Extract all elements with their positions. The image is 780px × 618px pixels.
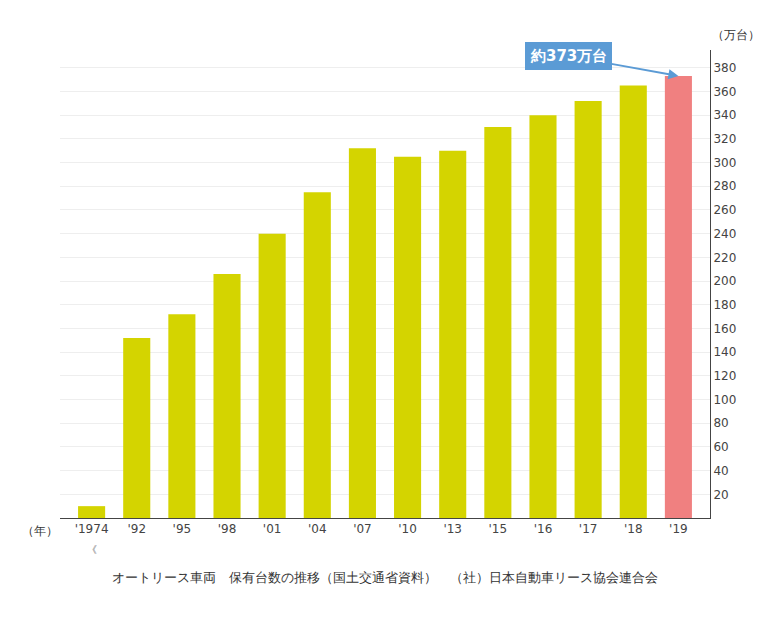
svg-text:220: 220 [713,251,736,265]
svg-text:80: 80 [713,416,728,430]
svg-text:'1974: '1974 [75,522,109,536]
svg-text:'19: '19 [669,522,688,536]
svg-text:260: 260 [713,203,736,217]
svg-text:280: 280 [713,179,736,193]
svg-text:（年）: （年） [22,524,58,538]
svg-text:300: 300 [713,156,736,170]
svg-text:'16: '16 [534,522,553,536]
svg-text:140: 140 [713,345,736,359]
svg-text:180: 180 [713,298,736,312]
svg-text:（万台）: （万台） [712,28,760,42]
svg-text:'98: '98 [218,522,237,536]
svg-text:'07: '07 [353,522,372,536]
svg-text:200: 200 [713,274,736,288]
svg-text:40: 40 [713,464,728,478]
svg-text:'92: '92 [127,522,146,536]
svg-text:'17: '17 [579,522,598,536]
svg-text:'04: '04 [308,522,327,536]
svg-text:'10: '10 [398,522,417,536]
svg-text:160: 160 [713,322,736,336]
svg-text:'15: '15 [489,522,508,536]
svg-text:380: 380 [713,61,736,75]
svg-text:120: 120 [713,369,736,383]
svg-text:オートリース車両 保有台数の推移（国土交通省資料） （社）日: オートリース車両 保有台数の推移（国土交通省資料） （社）日本自動車リース協会連… [112,570,658,585]
svg-text:60: 60 [713,440,728,454]
svg-text:20: 20 [713,488,728,502]
svg-text:320: 320 [713,132,736,146]
svg-text:'01: '01 [263,522,282,536]
svg-text:360: 360 [713,85,736,99]
svg-text:340: 340 [713,108,736,122]
svg-text:'95: '95 [173,522,192,536]
svg-text:'18: '18 [624,522,643,536]
svg-text:240: 240 [713,227,736,241]
svg-text:'13: '13 [443,522,462,536]
svg-text:約373万台: 約373万台 [530,47,607,65]
svg-text:《: 《 [87,544,97,555]
svg-text:100: 100 [713,393,736,407]
